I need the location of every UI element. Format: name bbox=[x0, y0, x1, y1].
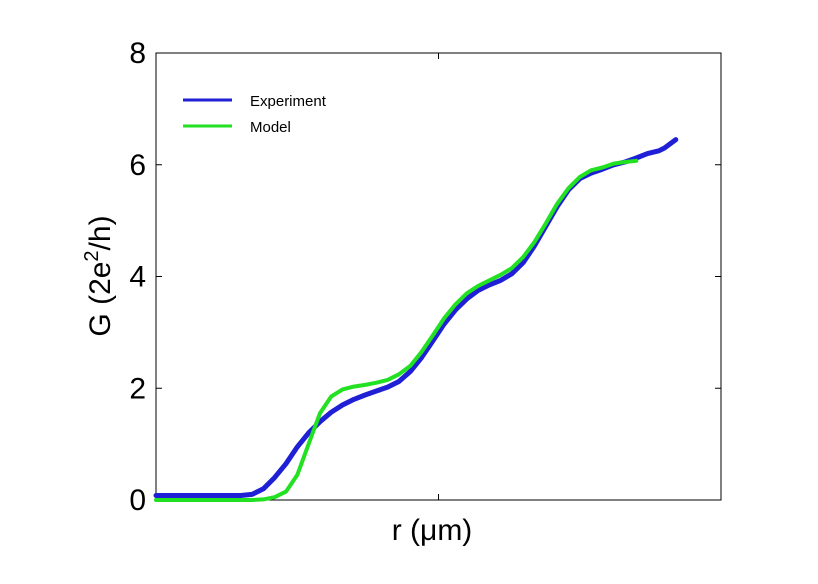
y-axis-label-main: G (2e bbox=[84, 262, 117, 337]
series-layer bbox=[153, 137, 679, 502]
y-tick-label: 2 bbox=[129, 372, 146, 405]
plot-frame bbox=[155, 52, 722, 501]
ticks bbox=[156, 52, 721, 501]
series-line-experiment bbox=[153, 137, 679, 498]
series-line-model bbox=[154, 158, 639, 502]
x-axis-label: r (μm) bbox=[392, 514, 473, 547]
y-tick-label: 0 bbox=[129, 484, 146, 517]
legend-label-model: Model bbox=[250, 119, 291, 136]
y-tick-label: 4 bbox=[129, 261, 146, 294]
y-tick-label: 8 bbox=[129, 37, 146, 70]
y-axis-label: G (2e2/h) bbox=[81, 215, 117, 336]
x-axis-label-main: r ( bbox=[392, 514, 420, 547]
x-axis-label-mu: μ bbox=[420, 514, 437, 547]
y-tick-labels: 0 2 4 6 8 bbox=[129, 37, 146, 517]
x-axis-label-rest: m) bbox=[437, 514, 472, 547]
legend-label-experiment: Experiment bbox=[250, 93, 327, 110]
y-axis-label-sup: 2 bbox=[81, 250, 103, 261]
y-tick-label: 6 bbox=[129, 149, 146, 182]
legend: Experiment Model bbox=[183, 93, 327, 136]
y-axis-label-rest: /h) bbox=[84, 215, 117, 250]
